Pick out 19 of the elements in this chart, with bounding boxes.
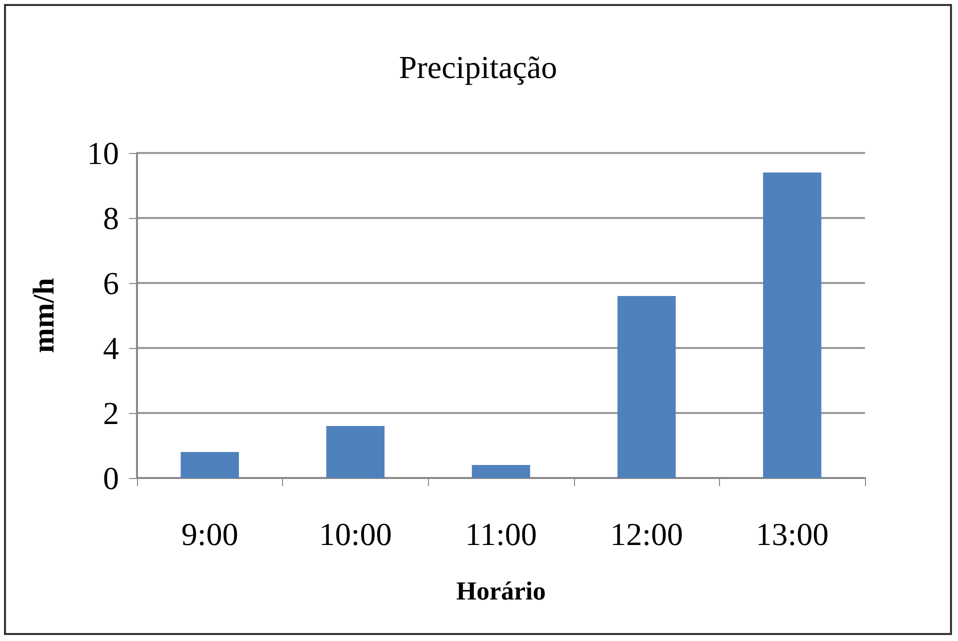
y-tick-label: 8 (103, 200, 119, 236)
y-axis-title: mm/h (28, 278, 60, 353)
y-tick-label: 10 (87, 135, 119, 171)
bar (472, 465, 530, 478)
bar (326, 426, 385, 478)
y-tick-label: 2 (103, 395, 119, 431)
chart-title: Precipitação (398, 49, 558, 85)
bar (763, 172, 822, 478)
x-tick-label: 11:00 (465, 516, 537, 552)
x-tick-label: 10:00 (318, 516, 392, 552)
x-tick-label: 9:00 (181, 516, 238, 552)
y-tick-label: 4 (103, 330, 119, 366)
x-tick-label: 12:00 (610, 516, 684, 552)
bar (617, 296, 676, 478)
x-axis-title: Horário (456, 576, 546, 606)
x-tick-label: 13:00 (756, 516, 829, 552)
y-tick-label: 0 (103, 460, 119, 496)
y-tick-label: 6 (103, 265, 119, 301)
bar (180, 452, 239, 478)
